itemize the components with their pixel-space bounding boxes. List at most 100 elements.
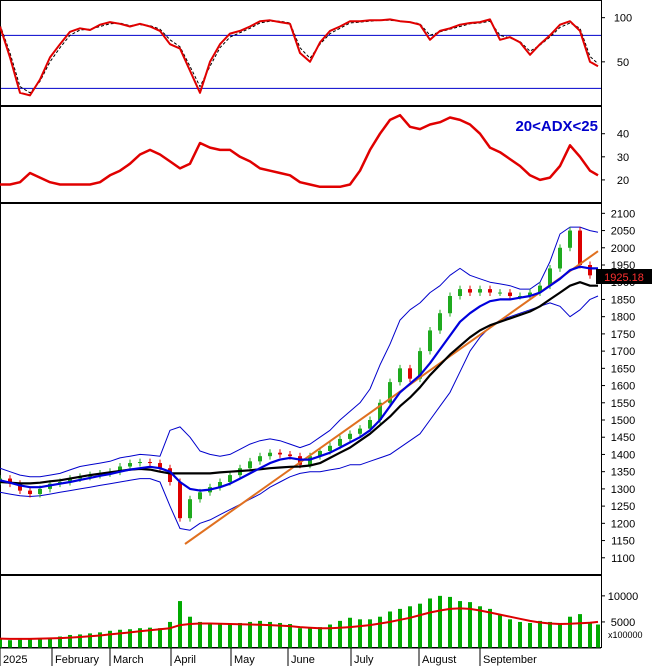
volume-bar <box>388 611 392 648</box>
volume-bar <box>168 621 172 648</box>
volume-bar <box>408 606 412 648</box>
candle-body <box>328 445 332 451</box>
candle-body <box>398 368 402 383</box>
ma-long-line <box>0 281 598 485</box>
price-tick-label: 1650 <box>611 363 635 375</box>
price-tick-label: 1150 <box>611 536 635 548</box>
stochastic-panel: 100 50 <box>0 0 632 106</box>
volume-bar <box>588 621 592 648</box>
adx-tick-label: 30 <box>617 152 629 164</box>
candle-body <box>458 289 462 296</box>
volume-bar <box>218 624 222 648</box>
candle-body <box>148 462 152 464</box>
volume-bar <box>508 619 512 648</box>
volume-bar <box>38 638 42 648</box>
candle-body <box>168 468 172 482</box>
candle-body <box>558 247 562 269</box>
volume-bar <box>58 636 62 648</box>
last-price-label: 1925.18 <box>604 272 644 284</box>
candle-body <box>508 292 512 296</box>
price-tick-label: 1100 <box>611 553 635 565</box>
candle-body <box>358 428 362 434</box>
volume-bar <box>28 639 32 648</box>
month-label: May <box>234 654 255 666</box>
candle-body <box>548 268 552 286</box>
volume-bar <box>198 621 202 648</box>
volume-bar <box>188 616 192 648</box>
price-tick-label: 1800 <box>611 312 635 324</box>
volume-bar <box>528 622 532 648</box>
volume-bar <box>368 619 372 648</box>
volume-bar <box>318 627 322 648</box>
candle-body <box>158 463 162 469</box>
candle-body <box>8 478 12 484</box>
volume-bar <box>478 606 482 648</box>
month-label: June <box>291 654 315 666</box>
volume-bar <box>138 628 142 648</box>
volume-bar <box>378 616 382 648</box>
candle-body <box>338 438 342 446</box>
candle-body <box>388 382 392 403</box>
candle-body <box>198 492 202 500</box>
stoch-signal-line <box>0 19 599 94</box>
volume-bar <box>128 629 132 648</box>
volume-bar <box>338 620 342 648</box>
candle-body <box>118 466 122 472</box>
volume-bar <box>468 602 472 648</box>
month-label: February <box>55 654 100 666</box>
stoch-tick-label: 100 <box>614 13 632 25</box>
volume-bar <box>348 617 352 648</box>
volume-bar <box>228 624 232 648</box>
candle-body <box>288 454 292 457</box>
price-tick-label: 1300 <box>611 484 635 496</box>
volume-bar <box>568 616 572 648</box>
volume-bar <box>248 621 252 648</box>
volume-bar <box>398 608 402 648</box>
panel-frame <box>0 203 602 575</box>
month-label: September <box>483 654 537 666</box>
volume-bar <box>448 596 452 648</box>
candle-body <box>128 463 132 467</box>
candle-body <box>408 368 412 379</box>
volume-bar <box>0 638 2 648</box>
candle-body <box>578 230 582 265</box>
candle-body <box>18 483 22 491</box>
last-price-badge <box>596 269 652 284</box>
price-tick-label: 1550 <box>611 398 635 410</box>
price-tick-label: 1400 <box>611 449 635 461</box>
candle-body <box>138 462 142 464</box>
panel-frame <box>0 0 602 106</box>
candle-body <box>428 330 432 352</box>
adx-annotation: 20<ADX<25 <box>515 118 598 135</box>
price-tick-label: 1850 <box>611 294 635 306</box>
ma-short-line <box>0 265 598 492</box>
candle-body <box>478 289 482 293</box>
volume-bar <box>538 620 542 648</box>
volume-bar <box>518 621 522 648</box>
candle-body <box>568 230 572 248</box>
candle-body <box>248 461 252 469</box>
volume-bar <box>358 619 362 648</box>
month-label: July <box>354 654 374 666</box>
candle-body <box>498 292 502 294</box>
price-tick-label: 1500 <box>611 415 635 427</box>
candle-body <box>268 452 272 457</box>
stoch-main-line <box>0 18 599 97</box>
month-label: August <box>422 654 456 666</box>
volume-bar <box>548 621 552 648</box>
vol-tick-label: 5000 <box>611 617 635 629</box>
candle-body <box>528 292 532 296</box>
month-label: April <box>174 654 196 666</box>
candle-body <box>438 313 442 331</box>
panel-frame <box>0 106 602 203</box>
volume-bar <box>258 620 262 648</box>
price-panel: 2100205020001950190018501800175017001650… <box>0 203 652 575</box>
candle-body <box>518 296 522 297</box>
candle-body <box>418 351 422 379</box>
price-tick-label: 1200 <box>611 518 635 530</box>
candle-body <box>378 402 382 420</box>
candle-body <box>488 289 492 293</box>
candle-body <box>188 499 192 519</box>
